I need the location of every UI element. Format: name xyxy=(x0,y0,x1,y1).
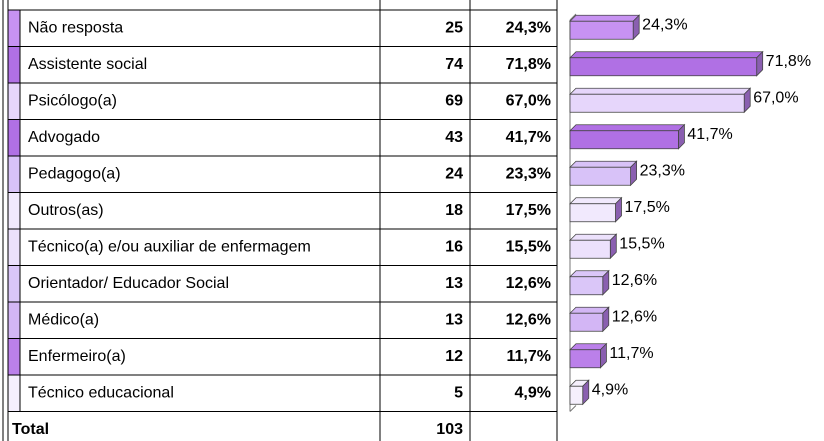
bar-label: 15,5% xyxy=(619,235,664,252)
bar xyxy=(569,203,616,223)
bar-top xyxy=(569,197,623,205)
percent: 67,0% xyxy=(506,92,551,109)
category-label: Pedagogo(a) xyxy=(28,165,121,182)
bar-top xyxy=(569,14,641,22)
count: 5 xyxy=(454,384,463,401)
bar-label: 71,8% xyxy=(766,53,811,70)
percent: 17,5% xyxy=(506,202,551,219)
bar xyxy=(569,20,634,40)
bar-3d xyxy=(569,50,764,77)
bar-3d xyxy=(569,14,641,41)
category-label: Enfermeiro(a) xyxy=(28,348,126,365)
bar-label: 4,9% xyxy=(592,381,628,398)
category-label: Não resposta xyxy=(28,19,123,36)
bar-label: 41,7% xyxy=(687,126,732,143)
percent: 12,6% xyxy=(506,311,551,328)
percent: 71,8% xyxy=(506,56,551,73)
count: 16 xyxy=(445,238,463,255)
bar-label: 24,3% xyxy=(642,16,687,33)
percent: 12,6% xyxy=(506,275,551,292)
bar-label: 67,0% xyxy=(753,89,798,106)
bar-top xyxy=(569,270,610,278)
bar-3d xyxy=(569,379,590,406)
bar-label: 17,5% xyxy=(625,199,670,216)
bar-label: 12,6% xyxy=(612,308,657,325)
bar xyxy=(569,130,679,150)
total-label: Total xyxy=(12,421,49,438)
total-count: 103 xyxy=(436,421,463,438)
count: 18 xyxy=(445,202,463,219)
category-label: Técnico(a) e/ou auxiliar de enfermagem xyxy=(28,238,311,255)
count: 13 xyxy=(445,275,463,292)
color-swatch xyxy=(8,339,20,375)
color-swatch xyxy=(8,302,20,338)
bar xyxy=(569,166,631,186)
bar-label: 11,7% xyxy=(609,345,653,362)
percent: 23,3% xyxy=(506,165,551,182)
bar-3d xyxy=(569,196,623,223)
percent: 11,7% xyxy=(507,348,551,365)
color-swatch xyxy=(8,10,20,46)
category-label: Outros(as) xyxy=(28,202,104,219)
count: 43 xyxy=(445,129,463,146)
bar-top xyxy=(569,124,686,132)
count: 69 xyxy=(445,92,463,109)
bar-3d xyxy=(569,342,608,369)
bar-top xyxy=(569,160,638,168)
bar-3d xyxy=(569,306,610,333)
bar-label: 12,6% xyxy=(612,272,657,289)
percent: 4,9% xyxy=(515,384,551,401)
bar-3d xyxy=(569,160,638,187)
count: 25 xyxy=(445,19,463,36)
percent: 24,3% xyxy=(506,19,551,36)
count: 13 xyxy=(445,311,463,328)
color-swatch xyxy=(8,375,20,411)
color-swatch xyxy=(8,120,20,156)
bar xyxy=(569,57,758,77)
category-label: Assistente social xyxy=(28,56,147,73)
color-swatch xyxy=(8,156,20,192)
bar-top xyxy=(569,306,610,314)
bar-3d xyxy=(569,123,686,150)
bar xyxy=(569,276,604,296)
color-swatch xyxy=(8,229,20,265)
category-label: Médico(a) xyxy=(28,311,99,328)
bar xyxy=(569,385,584,405)
count: 24 xyxy=(445,165,463,182)
count: 12 xyxy=(445,348,463,365)
color-swatch xyxy=(8,193,20,229)
category-label: Psicólogo(a) xyxy=(28,92,117,109)
bar xyxy=(569,349,601,369)
bar xyxy=(569,93,745,113)
color-swatch xyxy=(8,83,20,119)
category-label: Técnico educacional xyxy=(28,384,174,401)
bar-top xyxy=(569,51,764,59)
color-swatch xyxy=(8,266,20,302)
bar-top xyxy=(569,87,752,95)
bar-3d xyxy=(569,87,752,114)
bar-3d xyxy=(569,233,618,260)
bar-top xyxy=(569,233,618,241)
count: 74 xyxy=(445,56,463,73)
category-label: Orientador/ Educador Social xyxy=(28,275,229,292)
percent: 41,7% xyxy=(506,129,551,146)
category-label: Advogado xyxy=(28,129,100,146)
bar xyxy=(569,312,604,332)
bar-3d xyxy=(569,269,610,296)
color-swatch xyxy=(8,47,20,83)
percent: 15,5% xyxy=(506,238,551,255)
bar-label: 23,3% xyxy=(640,162,685,179)
bar xyxy=(569,239,611,259)
